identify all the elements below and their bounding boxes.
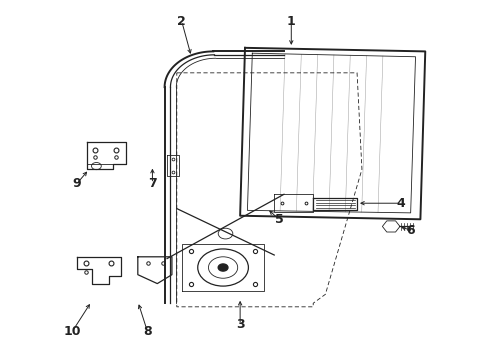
Text: 10: 10 [63, 325, 81, 338]
Circle shape [218, 264, 228, 271]
Text: 1: 1 [287, 14, 295, 27]
Text: 5: 5 [275, 213, 284, 226]
Text: 8: 8 [143, 325, 152, 338]
Text: 4: 4 [396, 197, 405, 210]
Text: 3: 3 [236, 318, 245, 331]
Text: 6: 6 [406, 224, 415, 237]
Text: 7: 7 [148, 177, 157, 190]
Text: 2: 2 [177, 14, 186, 27]
Text: 9: 9 [73, 177, 81, 190]
